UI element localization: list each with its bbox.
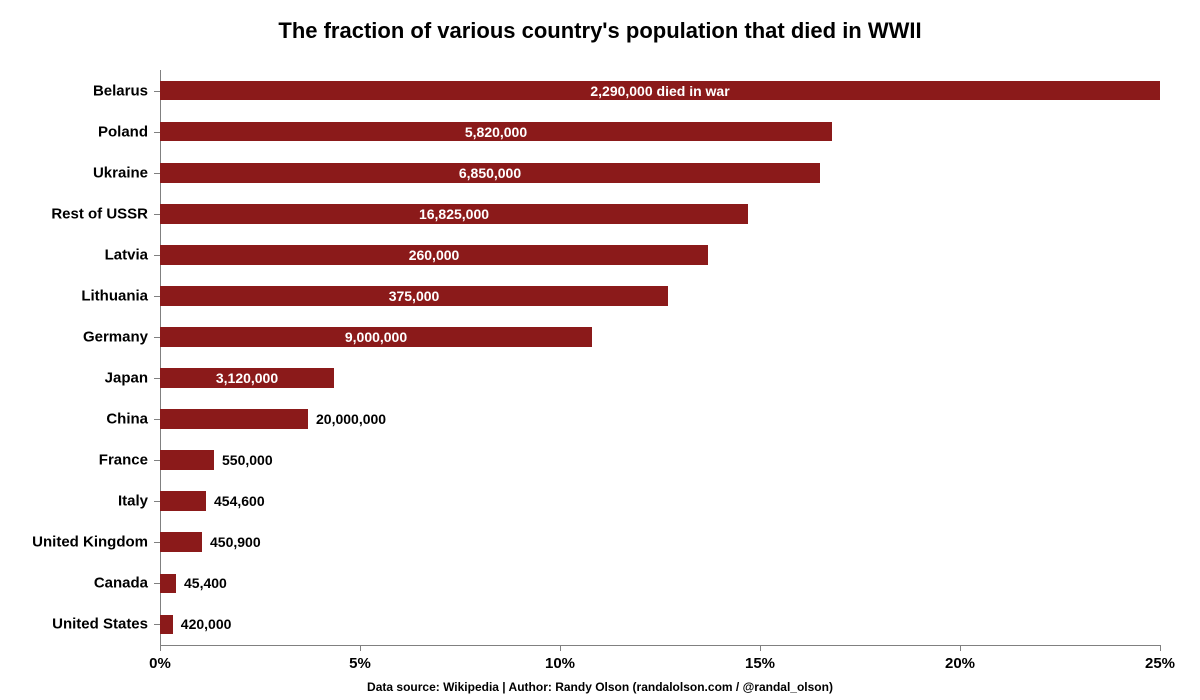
y-axis-label: Poland bbox=[98, 123, 148, 140]
bar-value-label: 2,290,000 died in war bbox=[590, 83, 729, 99]
y-axis-label: Rest of USSR bbox=[51, 205, 148, 222]
y-axis-label: Ukraine bbox=[93, 164, 148, 181]
bar-value-label: 45,400 bbox=[184, 575, 227, 591]
bar-value-label: 6,850,000 bbox=[459, 165, 521, 181]
y-axis-label: Latvia bbox=[105, 246, 148, 263]
chart-footer: Data source: Wikipedia | Author: Randy O… bbox=[0, 680, 1200, 694]
y-axis-label: Canada bbox=[94, 575, 148, 592]
x-tick bbox=[960, 645, 961, 651]
x-tick bbox=[160, 645, 161, 651]
x-tick-label: 10% bbox=[545, 655, 575, 672]
bar bbox=[160, 532, 202, 552]
y-axis-label: United States bbox=[52, 616, 148, 633]
bar bbox=[160, 409, 308, 429]
bar-value-label: 3,120,000 bbox=[216, 370, 278, 386]
x-tick-label: 15% bbox=[745, 655, 775, 672]
bar-value-label: 420,000 bbox=[181, 616, 232, 632]
bar-value-label: 375,000 bbox=[389, 288, 440, 304]
bar-value-label: 260,000 bbox=[409, 247, 460, 263]
y-axis-line bbox=[160, 70, 161, 645]
bar bbox=[160, 615, 173, 635]
bar-value-label: 450,900 bbox=[210, 534, 261, 550]
x-tick bbox=[360, 645, 361, 651]
chart-container: The fraction of various country's popula… bbox=[0, 0, 1200, 700]
y-axis-label: Germany bbox=[83, 328, 148, 345]
chart-title: The fraction of various country's popula… bbox=[0, 18, 1200, 44]
bar-value-label: 550,000 bbox=[222, 452, 273, 468]
bar-value-label: 454,600 bbox=[214, 493, 265, 509]
bar-value-label: 16,825,000 bbox=[419, 206, 489, 222]
y-axis-label: France bbox=[99, 452, 148, 469]
y-axis-label: Italy bbox=[118, 493, 148, 510]
x-tick-label: 20% bbox=[945, 655, 975, 672]
y-axis-label: Japan bbox=[105, 370, 148, 387]
plot-area: 0%5%10%15%20%25%Belarus2,290,000 died in… bbox=[160, 70, 1160, 645]
x-tick bbox=[760, 645, 761, 651]
y-axis-label: United Kingdom bbox=[32, 534, 148, 551]
x-tick bbox=[1160, 645, 1161, 651]
bar bbox=[160, 491, 206, 511]
x-tick-label: 5% bbox=[349, 655, 371, 672]
y-axis-label: Belarus bbox=[93, 82, 148, 99]
x-tick-label: 25% bbox=[1145, 655, 1175, 672]
x-tick bbox=[560, 645, 561, 651]
bar-value-label: 9,000,000 bbox=[345, 329, 407, 345]
y-axis-label: China bbox=[106, 411, 148, 428]
x-axis-line bbox=[160, 645, 1160, 646]
y-axis-label: Lithuania bbox=[81, 287, 148, 304]
bar bbox=[160, 574, 176, 594]
bar-value-label: 5,820,000 bbox=[465, 124, 527, 140]
x-tick-label: 0% bbox=[149, 655, 171, 672]
bar-value-label: 20,000,000 bbox=[316, 411, 386, 427]
bar bbox=[160, 450, 214, 470]
